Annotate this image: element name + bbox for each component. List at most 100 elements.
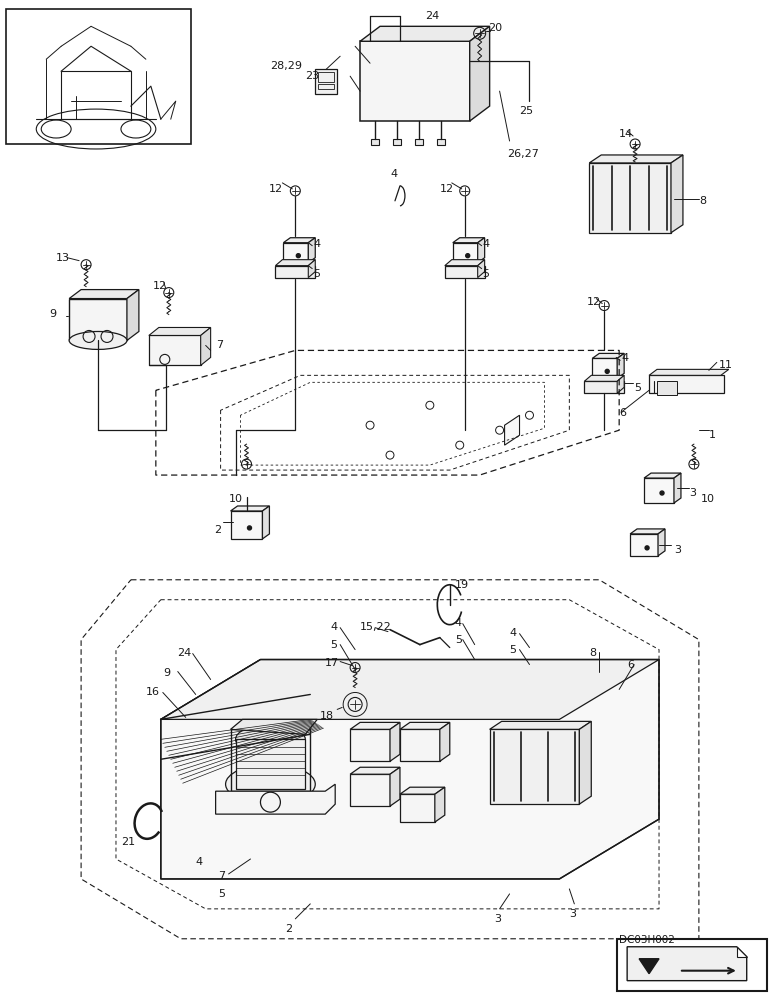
Text: 9: 9 <box>163 668 170 678</box>
Text: 25: 25 <box>519 106 534 116</box>
Polygon shape <box>400 722 450 729</box>
Bar <box>589 163 671 233</box>
Text: 5: 5 <box>455 635 462 645</box>
Bar <box>371 139 379 145</box>
Polygon shape <box>360 26 490 41</box>
Bar <box>584 381 624 393</box>
Text: 20: 20 <box>487 23 502 33</box>
Polygon shape <box>592 353 624 358</box>
Bar <box>230 729 310 791</box>
Polygon shape <box>262 506 269 539</box>
Polygon shape <box>469 26 490 121</box>
Text: 4: 4 <box>196 857 203 867</box>
Polygon shape <box>490 721 591 729</box>
Polygon shape <box>230 719 317 734</box>
Text: 1: 1 <box>708 430 715 440</box>
Bar <box>437 139 445 145</box>
Polygon shape <box>580 721 591 804</box>
Polygon shape <box>644 473 681 478</box>
Bar <box>275 266 315 278</box>
Text: 12: 12 <box>440 184 454 194</box>
Text: 7: 7 <box>217 871 225 881</box>
Text: 17: 17 <box>325 658 339 668</box>
Text: 6: 6 <box>619 408 626 418</box>
Polygon shape <box>308 238 315 263</box>
Polygon shape <box>504 415 519 445</box>
Text: 4: 4 <box>331 622 338 632</box>
Text: 10: 10 <box>229 494 243 504</box>
Polygon shape <box>216 784 335 814</box>
Text: 4: 4 <box>621 353 629 363</box>
Polygon shape <box>350 722 400 729</box>
Text: 5: 5 <box>331 640 338 650</box>
Polygon shape <box>478 260 485 278</box>
Text: 8: 8 <box>699 196 706 206</box>
Text: 24: 24 <box>177 648 191 658</box>
Polygon shape <box>230 506 269 511</box>
Bar <box>617 939 767 991</box>
Text: 28,29: 28,29 <box>270 61 303 71</box>
Bar <box>6 9 191 144</box>
Bar <box>149 335 201 365</box>
Bar <box>230 511 262 539</box>
Text: 23: 23 <box>305 71 320 81</box>
Bar <box>400 794 435 822</box>
Bar <box>452 243 478 263</box>
Polygon shape <box>617 375 624 393</box>
Text: 13: 13 <box>56 253 70 263</box>
Text: 19: 19 <box>455 580 469 590</box>
Polygon shape <box>308 260 315 278</box>
Text: 3: 3 <box>494 914 501 924</box>
Polygon shape <box>161 660 659 719</box>
Polygon shape <box>161 660 659 879</box>
Polygon shape <box>127 290 139 340</box>
Text: 12: 12 <box>153 281 167 291</box>
Polygon shape <box>149 327 210 335</box>
Bar <box>400 729 440 761</box>
Text: 21: 21 <box>121 837 135 847</box>
Bar <box>350 729 390 761</box>
Bar <box>415 139 423 145</box>
Bar <box>393 139 401 145</box>
Bar <box>318 72 334 82</box>
Text: 5: 5 <box>314 269 320 279</box>
Bar <box>236 739 305 789</box>
Text: 18: 18 <box>320 711 334 721</box>
Text: 4: 4 <box>390 169 397 179</box>
Polygon shape <box>435 787 445 822</box>
Polygon shape <box>440 722 450 761</box>
Ellipse shape <box>69 331 127 349</box>
Polygon shape <box>350 767 400 774</box>
Text: 3: 3 <box>570 909 577 919</box>
Text: 4: 4 <box>483 239 490 249</box>
Circle shape <box>248 526 251 530</box>
Polygon shape <box>584 375 624 381</box>
Text: 6: 6 <box>627 660 634 670</box>
Text: 5: 5 <box>510 645 517 655</box>
Bar <box>315 69 338 94</box>
Text: 12: 12 <box>268 184 282 194</box>
Polygon shape <box>658 529 665 556</box>
Polygon shape <box>639 959 659 974</box>
Polygon shape <box>275 260 315 266</box>
Circle shape <box>645 546 649 550</box>
Text: 12: 12 <box>587 297 601 307</box>
Bar <box>318 84 334 89</box>
Polygon shape <box>390 722 400 761</box>
Text: 14: 14 <box>619 129 633 139</box>
Bar <box>490 729 580 804</box>
Text: 3: 3 <box>674 545 681 555</box>
Bar <box>657 381 677 395</box>
Polygon shape <box>736 947 747 957</box>
Text: 5: 5 <box>483 269 490 279</box>
Polygon shape <box>671 155 683 233</box>
Bar <box>69 299 127 340</box>
Polygon shape <box>674 473 681 503</box>
Text: DC03H002: DC03H002 <box>619 935 675 945</box>
Circle shape <box>296 254 300 258</box>
Text: 15,22: 15,22 <box>360 622 392 632</box>
Polygon shape <box>627 947 747 981</box>
Text: 7: 7 <box>216 340 223 350</box>
Bar <box>350 774 390 806</box>
Polygon shape <box>283 238 315 243</box>
